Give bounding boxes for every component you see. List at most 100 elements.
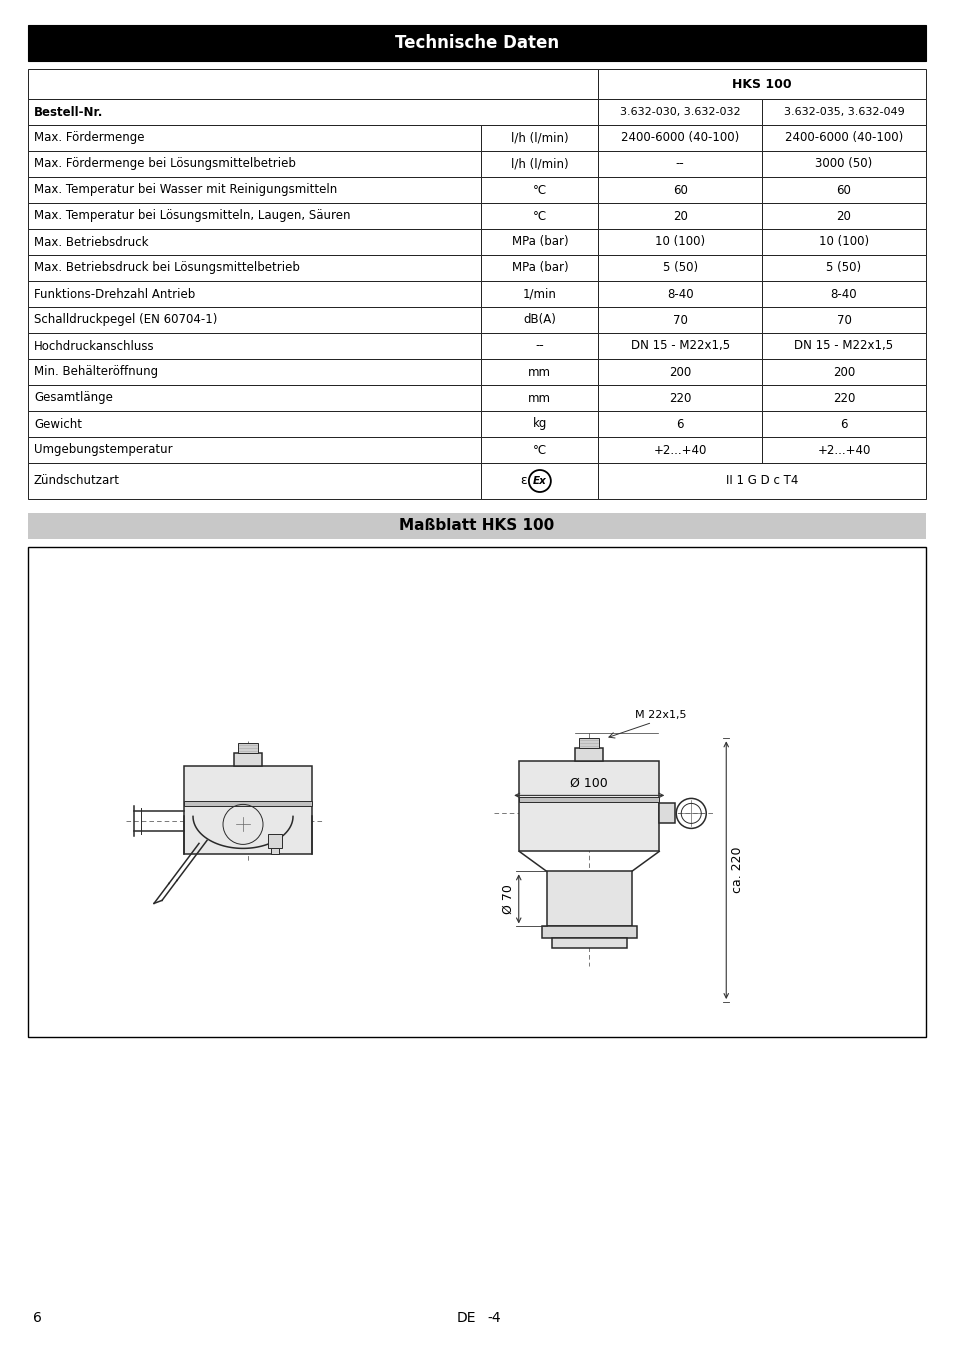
Bar <box>481 410 598 437</box>
Bar <box>598 385 761 410</box>
Text: Gesamtlänge: Gesamtlänge <box>34 392 112 405</box>
Bar <box>184 767 312 855</box>
Bar <box>598 463 925 500</box>
Text: 6: 6 <box>840 417 847 431</box>
Bar <box>598 410 761 437</box>
Bar <box>28 281 481 306</box>
Bar <box>481 359 598 385</box>
Bar <box>659 803 675 824</box>
Bar <box>761 230 925 255</box>
Text: 70: 70 <box>672 313 687 327</box>
Bar <box>761 202 925 230</box>
Text: ε: ε <box>519 474 526 487</box>
Text: Umgebungstemperatur: Umgebungstemperatur <box>34 444 172 456</box>
Text: HKS 100: HKS 100 <box>732 77 791 90</box>
Text: Max. Fördermenge: Max. Fördermenge <box>34 131 144 144</box>
Text: Min. Behälteröffnung: Min. Behälteröffnung <box>34 366 158 378</box>
Bar <box>598 69 925 99</box>
Bar <box>598 126 761 151</box>
Text: --: -- <box>675 158 684 170</box>
Text: 3000 (50): 3000 (50) <box>815 158 872 170</box>
Bar <box>481 385 598 410</box>
Text: Zündschutzart: Zündschutzart <box>34 474 120 487</box>
Bar <box>28 385 481 410</box>
Text: 1/min: 1/min <box>522 288 557 301</box>
Bar <box>28 151 481 177</box>
Text: 200: 200 <box>832 366 854 378</box>
Text: °C: °C <box>532 184 546 197</box>
Bar <box>481 437 598 463</box>
Bar <box>761 151 925 177</box>
Bar <box>28 255 481 281</box>
Bar <box>28 463 481 500</box>
Text: Schalldruckpegel (EN 60704-1): Schalldruckpegel (EN 60704-1) <box>34 313 217 327</box>
Bar <box>28 513 925 539</box>
Text: 70: 70 <box>836 313 851 327</box>
Text: mm: mm <box>528 366 551 378</box>
Bar <box>541 926 636 938</box>
Text: 2400-6000 (40-100): 2400-6000 (40-100) <box>620 131 739 144</box>
Bar <box>598 255 761 281</box>
Text: M 22x1,5: M 22x1,5 <box>635 710 686 721</box>
Bar <box>268 834 282 848</box>
Bar <box>761 359 925 385</box>
Text: 60: 60 <box>672 184 687 197</box>
Text: °C: °C <box>532 209 546 223</box>
Bar <box>598 359 761 385</box>
Text: DN 15 - M22x1,5: DN 15 - M22x1,5 <box>794 339 893 352</box>
Bar <box>761 281 925 306</box>
Bar <box>28 306 481 333</box>
Text: dB(A): dB(A) <box>523 313 556 327</box>
Text: +2...+40: +2...+40 <box>653 444 706 456</box>
Text: 6: 6 <box>33 1311 42 1324</box>
Bar <box>518 796 659 802</box>
Bar <box>551 938 626 949</box>
Bar <box>28 69 598 99</box>
Text: 8-40: 8-40 <box>666 288 693 301</box>
Text: 5 (50): 5 (50) <box>662 262 697 274</box>
Bar <box>481 463 598 500</box>
Bar <box>598 437 761 463</box>
Bar <box>761 333 925 359</box>
Bar <box>481 126 598 151</box>
Bar <box>481 151 598 177</box>
Bar <box>761 177 925 202</box>
Text: 3.632-035, 3.632-049: 3.632-035, 3.632-049 <box>782 107 903 117</box>
Text: MPa (bar): MPa (bar) <box>511 235 568 248</box>
Text: +2...+40: +2...+40 <box>817 444 870 456</box>
Text: 200: 200 <box>668 366 691 378</box>
Text: 220: 220 <box>832 392 854 405</box>
Text: DN 15 - M22x1,5: DN 15 - M22x1,5 <box>630 339 729 352</box>
Text: 220: 220 <box>668 392 691 405</box>
Text: Max. Temperatur bei Wasser mit Reinigungsmitteln: Max. Temperatur bei Wasser mit Reinigung… <box>34 184 337 197</box>
Bar <box>28 126 481 151</box>
Text: mm: mm <box>528 392 551 405</box>
Bar <box>761 126 925 151</box>
Bar <box>481 202 598 230</box>
Text: --: -- <box>535 339 543 352</box>
Text: Hochdruckanschluss: Hochdruckanschluss <box>34 339 154 352</box>
Text: 20: 20 <box>672 209 687 223</box>
Text: ca. 220: ca. 220 <box>731 846 743 894</box>
Text: kg: kg <box>532 417 546 431</box>
Text: Maßblatt HKS 100: Maßblatt HKS 100 <box>399 518 554 533</box>
Text: 20: 20 <box>836 209 851 223</box>
Text: Gewicht: Gewicht <box>34 417 82 431</box>
Bar <box>761 255 925 281</box>
Bar <box>481 306 598 333</box>
Bar <box>481 281 598 306</box>
Text: MPa (bar): MPa (bar) <box>511 262 568 274</box>
Text: 8-40: 8-40 <box>830 288 857 301</box>
Bar <box>481 230 598 255</box>
Bar <box>28 99 598 126</box>
Bar <box>598 281 761 306</box>
Bar <box>598 202 761 230</box>
Bar <box>598 306 761 333</box>
Bar <box>481 333 598 359</box>
Bar <box>28 547 925 1037</box>
Text: Ø 100: Ø 100 <box>570 776 607 790</box>
Text: II 1 G D c T4: II 1 G D c T4 <box>725 474 798 487</box>
Bar <box>28 177 481 202</box>
Text: Max. Fördermenge bei Lösungsmittelbetrieb: Max. Fördermenge bei Lösungsmittelbetrie… <box>34 158 295 170</box>
Bar <box>761 99 925 126</box>
